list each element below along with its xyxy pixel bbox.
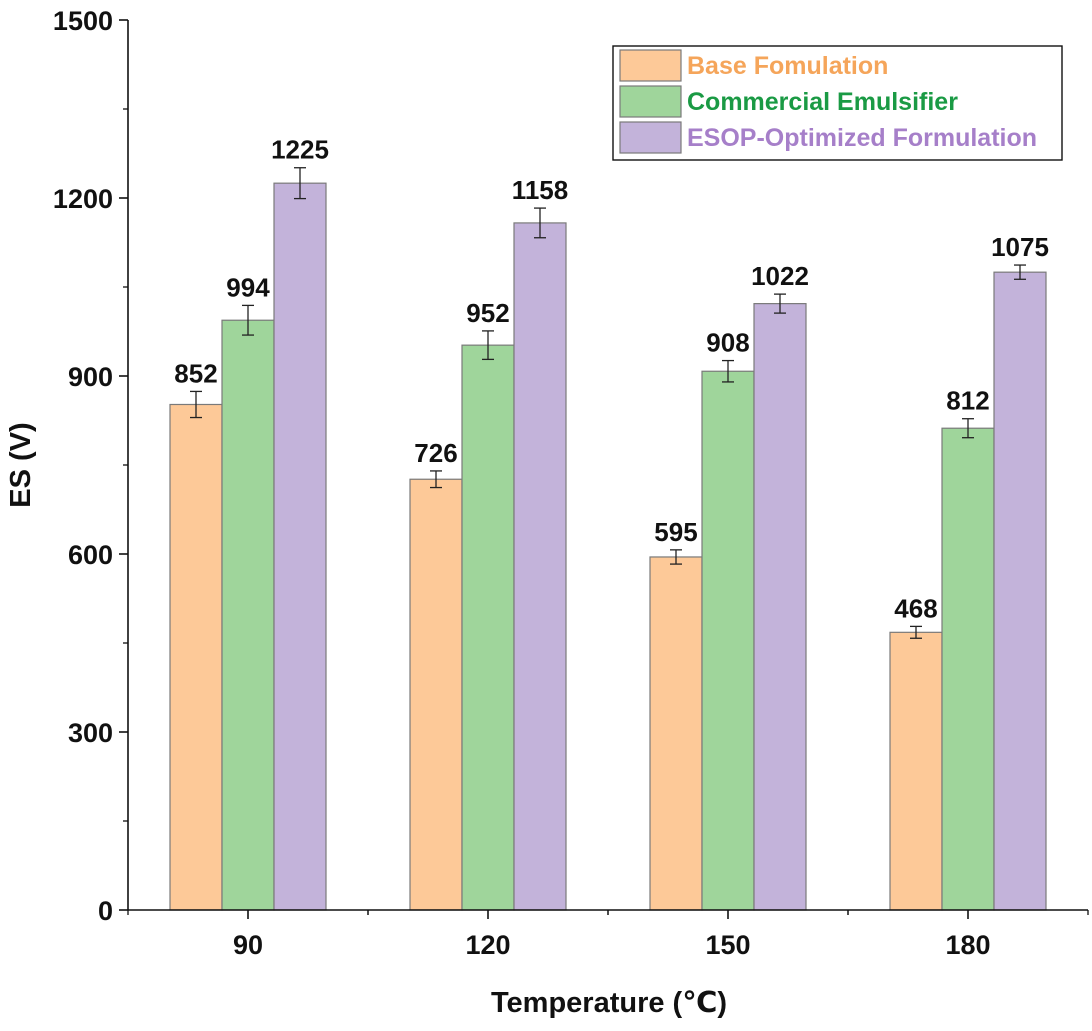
bar-3-120	[513, 222, 567, 911]
error-bar-3-90	[294, 167, 306, 200]
value-label-1-90: 852	[174, 358, 217, 388]
value-label-1-120: 726	[414, 438, 457, 468]
error-bar-1-90	[190, 390, 202, 419]
value-label-2-120: 952	[466, 298, 509, 328]
legend-swatch-3	[619, 121, 682, 154]
y-axis-title: ES (V)	[5, 422, 37, 507]
legend-box	[612, 45, 1063, 161]
error-bar-2-150	[722, 359, 734, 383]
value-label-3-150: 1022	[751, 261, 809, 291]
y-tick-label-1200: 1200	[53, 184, 113, 214]
value-label-2-150: 908	[706, 328, 749, 358]
bar-2-150	[701, 370, 755, 911]
x-tick-label-180: 180	[945, 930, 990, 960]
bar-1-120	[409, 478, 463, 911]
value-label-3-120: 1158	[512, 175, 568, 205]
value-label-3-90: 1225	[271, 135, 329, 165]
axes-layer: 0 300 600 900 1200 1500 90 120 150 180	[53, 6, 1089, 960]
legend-label-2: Commercial Emulsifier	[687, 88, 958, 116]
x-tick-label-150: 150	[705, 930, 750, 960]
bar-1-90	[169, 403, 223, 911]
error-bar-2-180	[962, 418, 974, 439]
bar-1-180	[889, 631, 943, 911]
value-label-3-180: 1075	[991, 232, 1049, 262]
error-bar-2-90	[242, 304, 254, 336]
bar-2-120	[461, 344, 515, 911]
bar-2-180	[941, 427, 995, 911]
value-label-2-180: 812	[946, 386, 989, 416]
legend-label-1: Base Fomulation	[687, 52, 888, 80]
legend: Base Fomulation Commercial Emulsifier ESOP…	[612, 45, 1063, 161]
x-tick-label-120: 120	[465, 930, 510, 960]
error-bars-layer	[190, 167, 1026, 639]
y-tick-label-900: 900	[68, 362, 113, 392]
bar-3-90	[273, 182, 327, 911]
bar-3-180	[993, 271, 1047, 911]
error-bar-1-120	[430, 470, 442, 489]
bar-1-150	[649, 556, 703, 911]
legend-label-3: ESOP-Optimized Formulation	[687, 124, 1037, 152]
value-label-1-180: 468	[894, 593, 937, 623]
bars-layer	[169, 182, 1047, 911]
legend-swatch-2	[619, 85, 682, 118]
value-labels-layer: 852 994 1225 726 952 1158 595 908 1022 468 812 1075	[174, 135, 1049, 624]
error-bar-3-120	[534, 207, 546, 239]
error-bar-3-150	[774, 293, 786, 314]
x-axis-title: Temperature (℃)	[491, 987, 727, 1019]
value-label-2-90: 994	[226, 272, 270, 302]
error-bar-1-150	[670, 549, 682, 565]
error-bar-2-120	[482, 330, 494, 361]
error-bar-3-180	[1014, 264, 1026, 280]
y-tick-label-600: 600	[68, 540, 113, 570]
y-tick-label-1500: 1500	[53, 6, 113, 36]
legend-swatch-1	[619, 49, 682, 82]
bar-3-150	[753, 303, 807, 911]
y-tick-label-0: 0	[98, 896, 113, 926]
x-tick-label-90: 90	[233, 930, 263, 960]
error-bar-1-180	[910, 625, 922, 639]
y-tick-label-300: 300	[68, 718, 113, 748]
bar-2-90	[221, 319, 275, 911]
value-label-1-150: 595	[654, 517, 697, 547]
